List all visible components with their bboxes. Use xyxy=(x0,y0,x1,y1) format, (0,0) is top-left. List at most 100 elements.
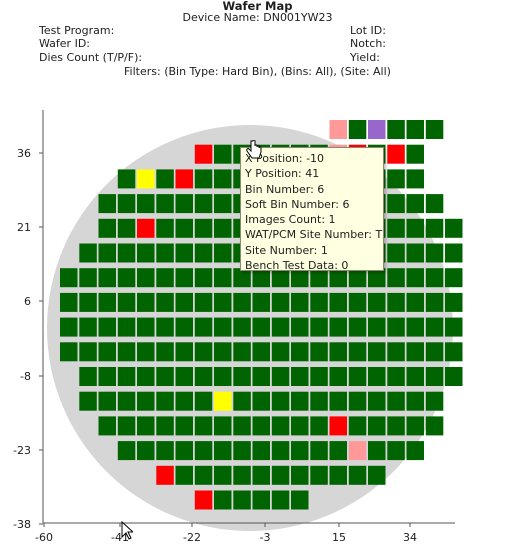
die-pass[interactable] xyxy=(156,367,174,386)
die-pass[interactable] xyxy=(252,441,271,461)
die-pass[interactable] xyxy=(214,342,232,362)
die-pass[interactable] xyxy=(329,268,348,288)
die-pass[interactable] xyxy=(156,342,174,362)
die-pass[interactable] xyxy=(233,391,251,411)
die-pass[interactable] xyxy=(348,416,367,436)
die-pass[interactable] xyxy=(291,441,309,461)
die-pass[interactable] xyxy=(214,169,232,189)
die-pass[interactable] xyxy=(445,367,463,386)
die-pass[interactable] xyxy=(425,268,444,288)
die-pass[interactable] xyxy=(214,292,232,312)
die-pass[interactable] xyxy=(252,268,271,288)
die-pass[interactable] xyxy=(310,292,328,312)
die-pass[interactable] xyxy=(194,441,213,461)
die-pass[interactable] xyxy=(252,416,271,436)
die-pass[interactable] xyxy=(98,416,117,436)
die-pass[interactable] xyxy=(445,218,463,238)
die-pass[interactable] xyxy=(406,120,425,139)
die-fail[interactable] xyxy=(194,490,213,510)
die-pass[interactable] xyxy=(233,342,251,362)
die-pass[interactable] xyxy=(445,342,463,362)
die-pass[interactable] xyxy=(271,465,290,485)
die-pass[interactable] xyxy=(175,465,194,485)
die-pass[interactable] xyxy=(156,218,174,238)
die-pass[interactable] xyxy=(329,317,348,337)
die-pass[interactable] xyxy=(310,317,328,337)
die-pass[interactable] xyxy=(194,218,213,238)
die-pass[interactable] xyxy=(425,416,444,436)
die-pass[interactable] xyxy=(425,292,444,312)
die-pass[interactable] xyxy=(291,416,309,436)
die-pass[interactable] xyxy=(79,292,97,312)
die-pass[interactable] xyxy=(214,367,232,386)
die-pass[interactable] xyxy=(406,317,425,337)
die-pass[interactable] xyxy=(425,243,444,263)
die-pass[interactable] xyxy=(368,342,386,362)
die-pink[interactable] xyxy=(348,441,367,461)
die-pass[interactable] xyxy=(387,243,405,263)
die-pass[interactable] xyxy=(156,194,174,214)
die-pass[interactable] xyxy=(156,268,174,288)
die-pass[interactable] xyxy=(387,367,405,386)
die-pass[interactable] xyxy=(79,391,97,411)
die-yellow[interactable] xyxy=(214,391,232,411)
die-pass[interactable] xyxy=(445,317,463,337)
die-pass[interactable] xyxy=(233,268,251,288)
die-pass[interactable] xyxy=(214,243,232,263)
die-yellow[interactable] xyxy=(137,169,155,189)
die-pass[interactable] xyxy=(60,268,78,288)
die-pass[interactable] xyxy=(368,268,386,288)
die-pass[interactable] xyxy=(233,317,251,337)
die-pass[interactable] xyxy=(137,194,155,214)
die-pass[interactable] xyxy=(214,317,232,337)
die-pass[interactable] xyxy=(98,218,117,238)
die-fail[interactable] xyxy=(387,144,405,164)
die-pass[interactable] xyxy=(137,441,155,461)
die-pass[interactable] xyxy=(406,342,425,362)
die-pass[interactable] xyxy=(117,441,136,461)
die-pass[interactable] xyxy=(233,292,251,312)
die-pass[interactable] xyxy=(291,391,309,411)
die-pass[interactable] xyxy=(137,292,155,312)
die-pass[interactable] xyxy=(252,465,271,485)
die-pass[interactable] xyxy=(194,342,213,362)
die-pass[interactable] xyxy=(98,317,117,337)
die-pass[interactable] xyxy=(98,268,117,288)
die-pass[interactable] xyxy=(214,490,232,510)
die-pass[interactable] xyxy=(387,194,405,214)
die-pass[interactable] xyxy=(387,169,405,189)
die-pass[interactable] xyxy=(329,465,348,485)
die-pass[interactable] xyxy=(175,391,194,411)
die-pass[interactable] xyxy=(310,465,328,485)
die-pass[interactable] xyxy=(387,391,405,411)
die-pass[interactable] xyxy=(117,292,136,312)
die-pass[interactable] xyxy=(233,490,251,510)
die-pass[interactable] xyxy=(214,441,232,461)
die-pass[interactable] xyxy=(175,292,194,312)
die-pass[interactable] xyxy=(291,465,309,485)
die-pass[interactable] xyxy=(406,169,425,189)
die-pass[interactable] xyxy=(137,367,155,386)
die-pass[interactable] xyxy=(214,194,232,214)
die-pass[interactable] xyxy=(194,194,213,214)
die-pass[interactable] xyxy=(387,218,405,238)
die-pass[interactable] xyxy=(194,416,213,436)
die-pass[interactable] xyxy=(271,317,290,337)
die-pass[interactable] xyxy=(406,441,425,461)
die-pass[interactable] xyxy=(348,292,367,312)
die-pass[interactable] xyxy=(194,465,213,485)
die-pass[interactable] xyxy=(60,317,78,337)
die-pass[interactable] xyxy=(406,194,425,214)
die-pass[interactable] xyxy=(117,367,136,386)
die-pass[interactable] xyxy=(425,367,444,386)
die-pass[interactable] xyxy=(175,367,194,386)
die-pass[interactable] xyxy=(194,169,213,189)
die-pass[interactable] xyxy=(156,317,174,337)
die-pass[interactable] xyxy=(117,218,136,238)
die-pass[interactable] xyxy=(233,367,251,386)
die-pass[interactable] xyxy=(156,169,174,189)
die-pass[interactable] xyxy=(117,416,136,436)
die-pass[interactable] xyxy=(445,243,463,263)
die-pass[interactable] xyxy=(79,342,97,362)
die-fail[interactable] xyxy=(194,144,213,164)
